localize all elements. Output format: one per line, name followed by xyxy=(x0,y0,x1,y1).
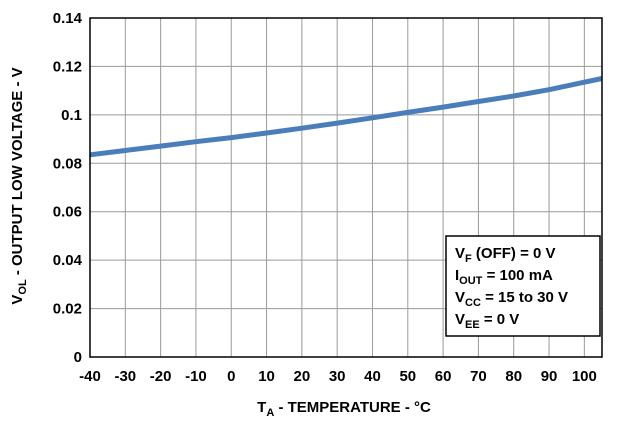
y-axis-title: VOL - OUTPUT LOW VOLTAGE - V xyxy=(9,67,29,304)
annotation-box xyxy=(445,235,601,337)
x-tick-label: 70 xyxy=(470,368,487,385)
x-tick-label: -20 xyxy=(150,368,172,385)
y-tick-labels: 0 0.02 0.04 0.06 0.08 0.1 0.12 0.14 xyxy=(53,10,83,366)
series-line xyxy=(89,76,603,158)
x-tick-label: -40 xyxy=(79,368,101,385)
y-tick-label: 0.08 xyxy=(53,155,82,172)
x-tick-labels: -40 -30 -20 -10 0 10 20 30 40 50 60 70 80 90 100 xyxy=(79,368,597,385)
x-tick-label: 10 xyxy=(258,368,275,385)
y-tick-label: 0.1 xyxy=(61,107,82,124)
x-tick-label: 30 xyxy=(329,368,346,385)
annotation-line: VF (OFF) = 0 V xyxy=(455,245,556,265)
series-lines xyxy=(89,76,603,158)
x-tick-label: 0 xyxy=(227,368,235,385)
y-tick-label: 0.12 xyxy=(53,58,82,75)
plot-frame xyxy=(89,17,603,358)
x-tick-label: 20 xyxy=(294,368,311,385)
x-tick-label: -30 xyxy=(114,368,136,385)
y-tick-label: 0.04 xyxy=(53,252,83,269)
x-axis-title: TA - TEMPERATURE - °C xyxy=(257,399,431,419)
annotation-line: IOUT = 100 mA xyxy=(455,267,553,287)
y-tick-label: 0.06 xyxy=(53,204,82,221)
x-tick-label: 60 xyxy=(435,368,452,385)
x-tick-label: 80 xyxy=(505,368,522,385)
annotation-line: VCC = 15 to 30 V xyxy=(455,289,568,309)
annotation-line: VEE = 0 V xyxy=(455,311,519,331)
x-tick-label: 90 xyxy=(541,368,558,385)
x-tick-label: 40 xyxy=(364,368,381,385)
x-tick-label: 100 xyxy=(572,368,597,385)
y-tick-label: 0 xyxy=(74,349,82,366)
y-tick-label: 0.02 xyxy=(53,301,82,318)
x-tick-label: 50 xyxy=(399,368,416,385)
x-tick-label: -10 xyxy=(185,368,207,385)
y-tick-label: 0.14 xyxy=(53,10,83,27)
